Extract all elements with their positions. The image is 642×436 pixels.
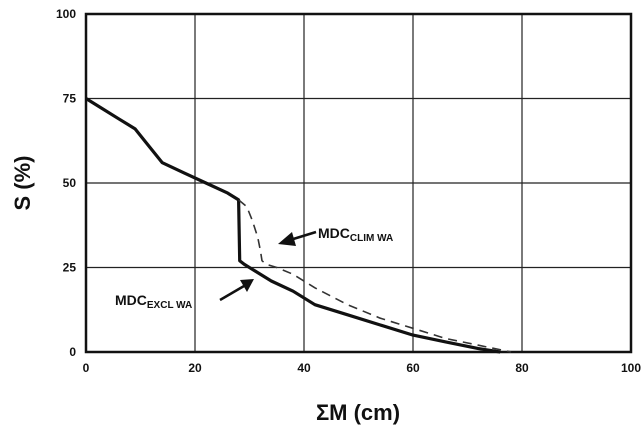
annotation-clim-sub: CLIM WA bbox=[350, 233, 393, 244]
series-group bbox=[85, 97, 512, 354]
annotation-mdc-clim-wa: MDCCLIM WA bbox=[278, 225, 393, 246]
y-tick-label: 100 bbox=[56, 7, 76, 21]
y-tick-label: 75 bbox=[63, 92, 77, 106]
grid-lines bbox=[86, 14, 631, 352]
x-tick-label: 80 bbox=[515, 361, 529, 375]
annotation-excl-sub: EXCL WA bbox=[147, 300, 192, 311]
plot-frame bbox=[84, 12, 633, 354]
x-tick-label: 40 bbox=[297, 361, 311, 375]
x-tick-label: 0 bbox=[83, 361, 90, 375]
annotation-excl-main: MDC bbox=[115, 292, 147, 308]
y-tick-labels: 0 25 50 75 100 bbox=[56, 7, 76, 359]
y-tick-label: 25 bbox=[63, 261, 77, 275]
y-tick-label: 0 bbox=[69, 345, 76, 359]
annotation-clim-main: MDC bbox=[318, 225, 350, 241]
x-tick-label: 20 bbox=[188, 361, 202, 375]
annotation-mdc-excl-wa: MDCEXCL WA bbox=[115, 279, 254, 311]
annotation-clim-arrow-line bbox=[289, 230, 317, 242]
annotation-excl-arrow-head bbox=[240, 279, 254, 292]
svg-text:MDCEXCL WA: MDCEXCL WA bbox=[115, 292, 192, 311]
y-tick-label: 50 bbox=[63, 176, 77, 190]
x-axis-label: ΣM (cm) bbox=[316, 400, 400, 425]
svg-text:MDCCLIM WA: MDCCLIM WA bbox=[318, 225, 393, 244]
series-line-solid bbox=[85, 97, 501, 354]
x-tick-label: 60 bbox=[406, 361, 420, 375]
series-line-dashed bbox=[238, 199, 512, 353]
annotation-excl-arrow-line bbox=[219, 284, 245, 302]
x-tick-labels: 0 20 40 60 80 100 bbox=[83, 361, 642, 375]
annotation-clim-arrow-head bbox=[278, 232, 296, 246]
y-axis-label: S (%) bbox=[10, 156, 35, 211]
x-tick-label: 100 bbox=[621, 361, 641, 375]
